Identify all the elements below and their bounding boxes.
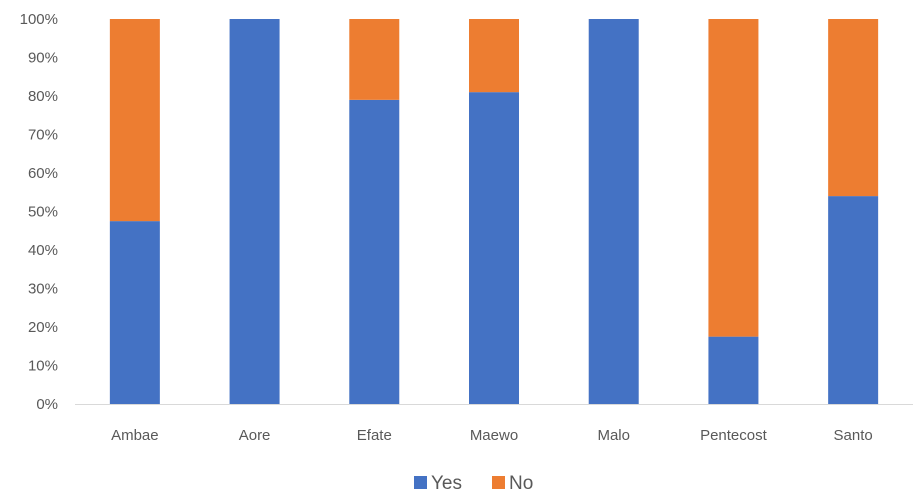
- bar-yes-pentecost: [708, 336, 759, 404]
- bar-no-ambae: [109, 19, 160, 222]
- bar-no-santo: [828, 19, 879, 197]
- bar-yes-aore: [229, 19, 280, 404]
- bar-yes-maewo: [469, 92, 519, 405]
- x-tick-label: Ambae: [111, 427, 159, 444]
- legend-label-yes: Yes: [431, 473, 462, 492]
- y-tick-label: 50%: [28, 204, 58, 221]
- x-tick-label: Efate: [357, 427, 392, 444]
- bar-no-efate: [349, 19, 400, 100]
- bar-yes-ambae: [109, 221, 160, 404]
- legend: Yes No: [414, 473, 533, 492]
- legend-swatch-yes: [414, 476, 427, 489]
- bar-yes-efate: [349, 99, 400, 404]
- y-tick-label: 0%: [36, 396, 58, 413]
- bar-yes-santo: [828, 196, 879, 404]
- x-tick-label: Malo: [597, 427, 630, 444]
- x-tick-label: Santo: [834, 427, 873, 444]
- x-tick-label: Maewo: [470, 427, 518, 444]
- y-axis-ticks: 0% 10% 20% 30% 40% 50% 60% 70% 80% 90% 100%: [20, 11, 58, 413]
- y-tick-label: 70%: [28, 127, 58, 144]
- y-tick-label: 10%: [28, 358, 58, 375]
- y-tick-label: 30%: [28, 281, 58, 298]
- legend-swatch-no: [492, 476, 505, 489]
- x-tick-label: Aore: [239, 427, 271, 444]
- x-tick-label: Pentecost: [700, 427, 768, 444]
- y-tick-label: 20%: [28, 319, 58, 336]
- bars: [109, 19, 879, 405]
- y-tick-label: 80%: [28, 88, 58, 105]
- y-tick-label: 100%: [20, 11, 58, 28]
- bar-no-pentecost: [708, 19, 759, 337]
- bar-no-maewo: [469, 19, 519, 93]
- legend-label-no: No: [509, 473, 533, 492]
- y-tick-label: 60%: [28, 165, 58, 182]
- y-tick-label: 40%: [28, 242, 58, 259]
- x-axis-ticks: Ambae Aore Efate Maewo Malo Pentecost Santo: [111, 427, 873, 444]
- y-tick-label: 90%: [28, 50, 58, 67]
- bar-yes-malo: [588, 19, 639, 404]
